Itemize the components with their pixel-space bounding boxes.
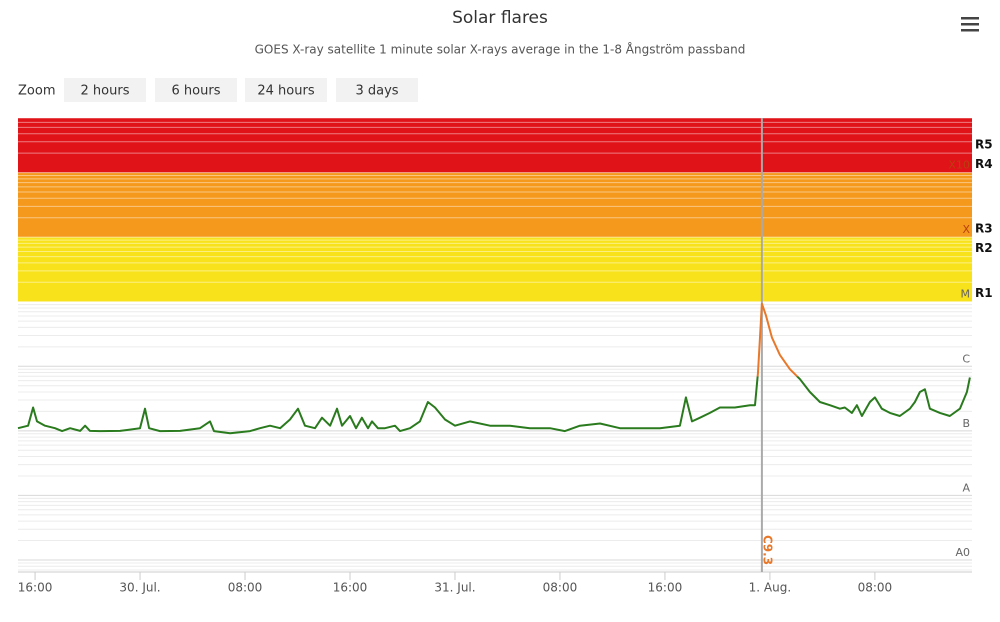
x-tick-label: 16:00 — [333, 581, 368, 595]
zoom-button[interactable]: 3 days — [336, 78, 418, 102]
zoom-button-label[interactable]: 2 hours — [81, 84, 130, 99]
series-line — [17, 302, 971, 435]
menu-bar — [961, 29, 979, 32]
y-tick-label: A — [962, 481, 970, 494]
zoom-button-label[interactable]: 6 hours — [172, 84, 221, 99]
zoom-button[interactable]: 2 hours — [64, 78, 146, 102]
zoom-button-bg[interactable] — [336, 78, 418, 102]
chart-title: Solar flares — [452, 8, 548, 28]
y-tick-label: M — [961, 288, 971, 301]
x-tick-label: 30. Jul. — [119, 581, 160, 595]
zoom-button[interactable]: 6 hours — [155, 78, 237, 102]
zoom-button-label[interactable]: 3 days — [355, 84, 398, 99]
scale-label: R4 — [975, 157, 993, 171]
y-tick-label: C — [962, 352, 970, 365]
scale-label: R5 — [975, 138, 993, 152]
x-tick-label: 08:00 — [543, 581, 578, 595]
flare-band — [18, 118, 972, 173]
x-tick-label: 31. Jul. — [434, 581, 475, 595]
x-tick-label: 08:00 — [858, 581, 893, 595]
scale-label: R1 — [975, 286, 993, 300]
flare-band — [18, 172, 972, 238]
y-tick-label: X10 — [948, 159, 970, 172]
crosshair-label: C9.3 — [760, 535, 774, 565]
zoom-label: Zoom — [18, 84, 55, 99]
x-tick-label: 16:00 — [648, 581, 683, 595]
flare-band — [18, 237, 972, 302]
scale-label: R2 — [975, 241, 993, 255]
zoom-button[interactable]: 24 hours — [245, 78, 327, 102]
x-tick-label: 08:00 — [228, 581, 263, 595]
menu-bar — [961, 17, 979, 20]
zoom-button-bg[interactable] — [155, 78, 237, 102]
y-tick-label: A0 — [955, 546, 970, 559]
zoom-button-bg[interactable] — [245, 78, 327, 102]
menu-bar — [961, 23, 979, 26]
scale-label: R3 — [975, 222, 993, 236]
y-tick-label: X — [962, 223, 970, 236]
x-tick-label: 1. Aug. — [749, 581, 792, 595]
menu-button[interactable] — [956, 12, 984, 38]
chart-subtitle: GOES X-ray satellite 1 minute solar X-ra… — [255, 42, 746, 57]
x-tick-label: 16:00 — [18, 581, 53, 595]
y-tick-label: B — [962, 417, 970, 430]
zoom-button-label[interactable]: 24 hours — [257, 84, 314, 99]
zoom-button-bg[interactable] — [64, 78, 146, 102]
